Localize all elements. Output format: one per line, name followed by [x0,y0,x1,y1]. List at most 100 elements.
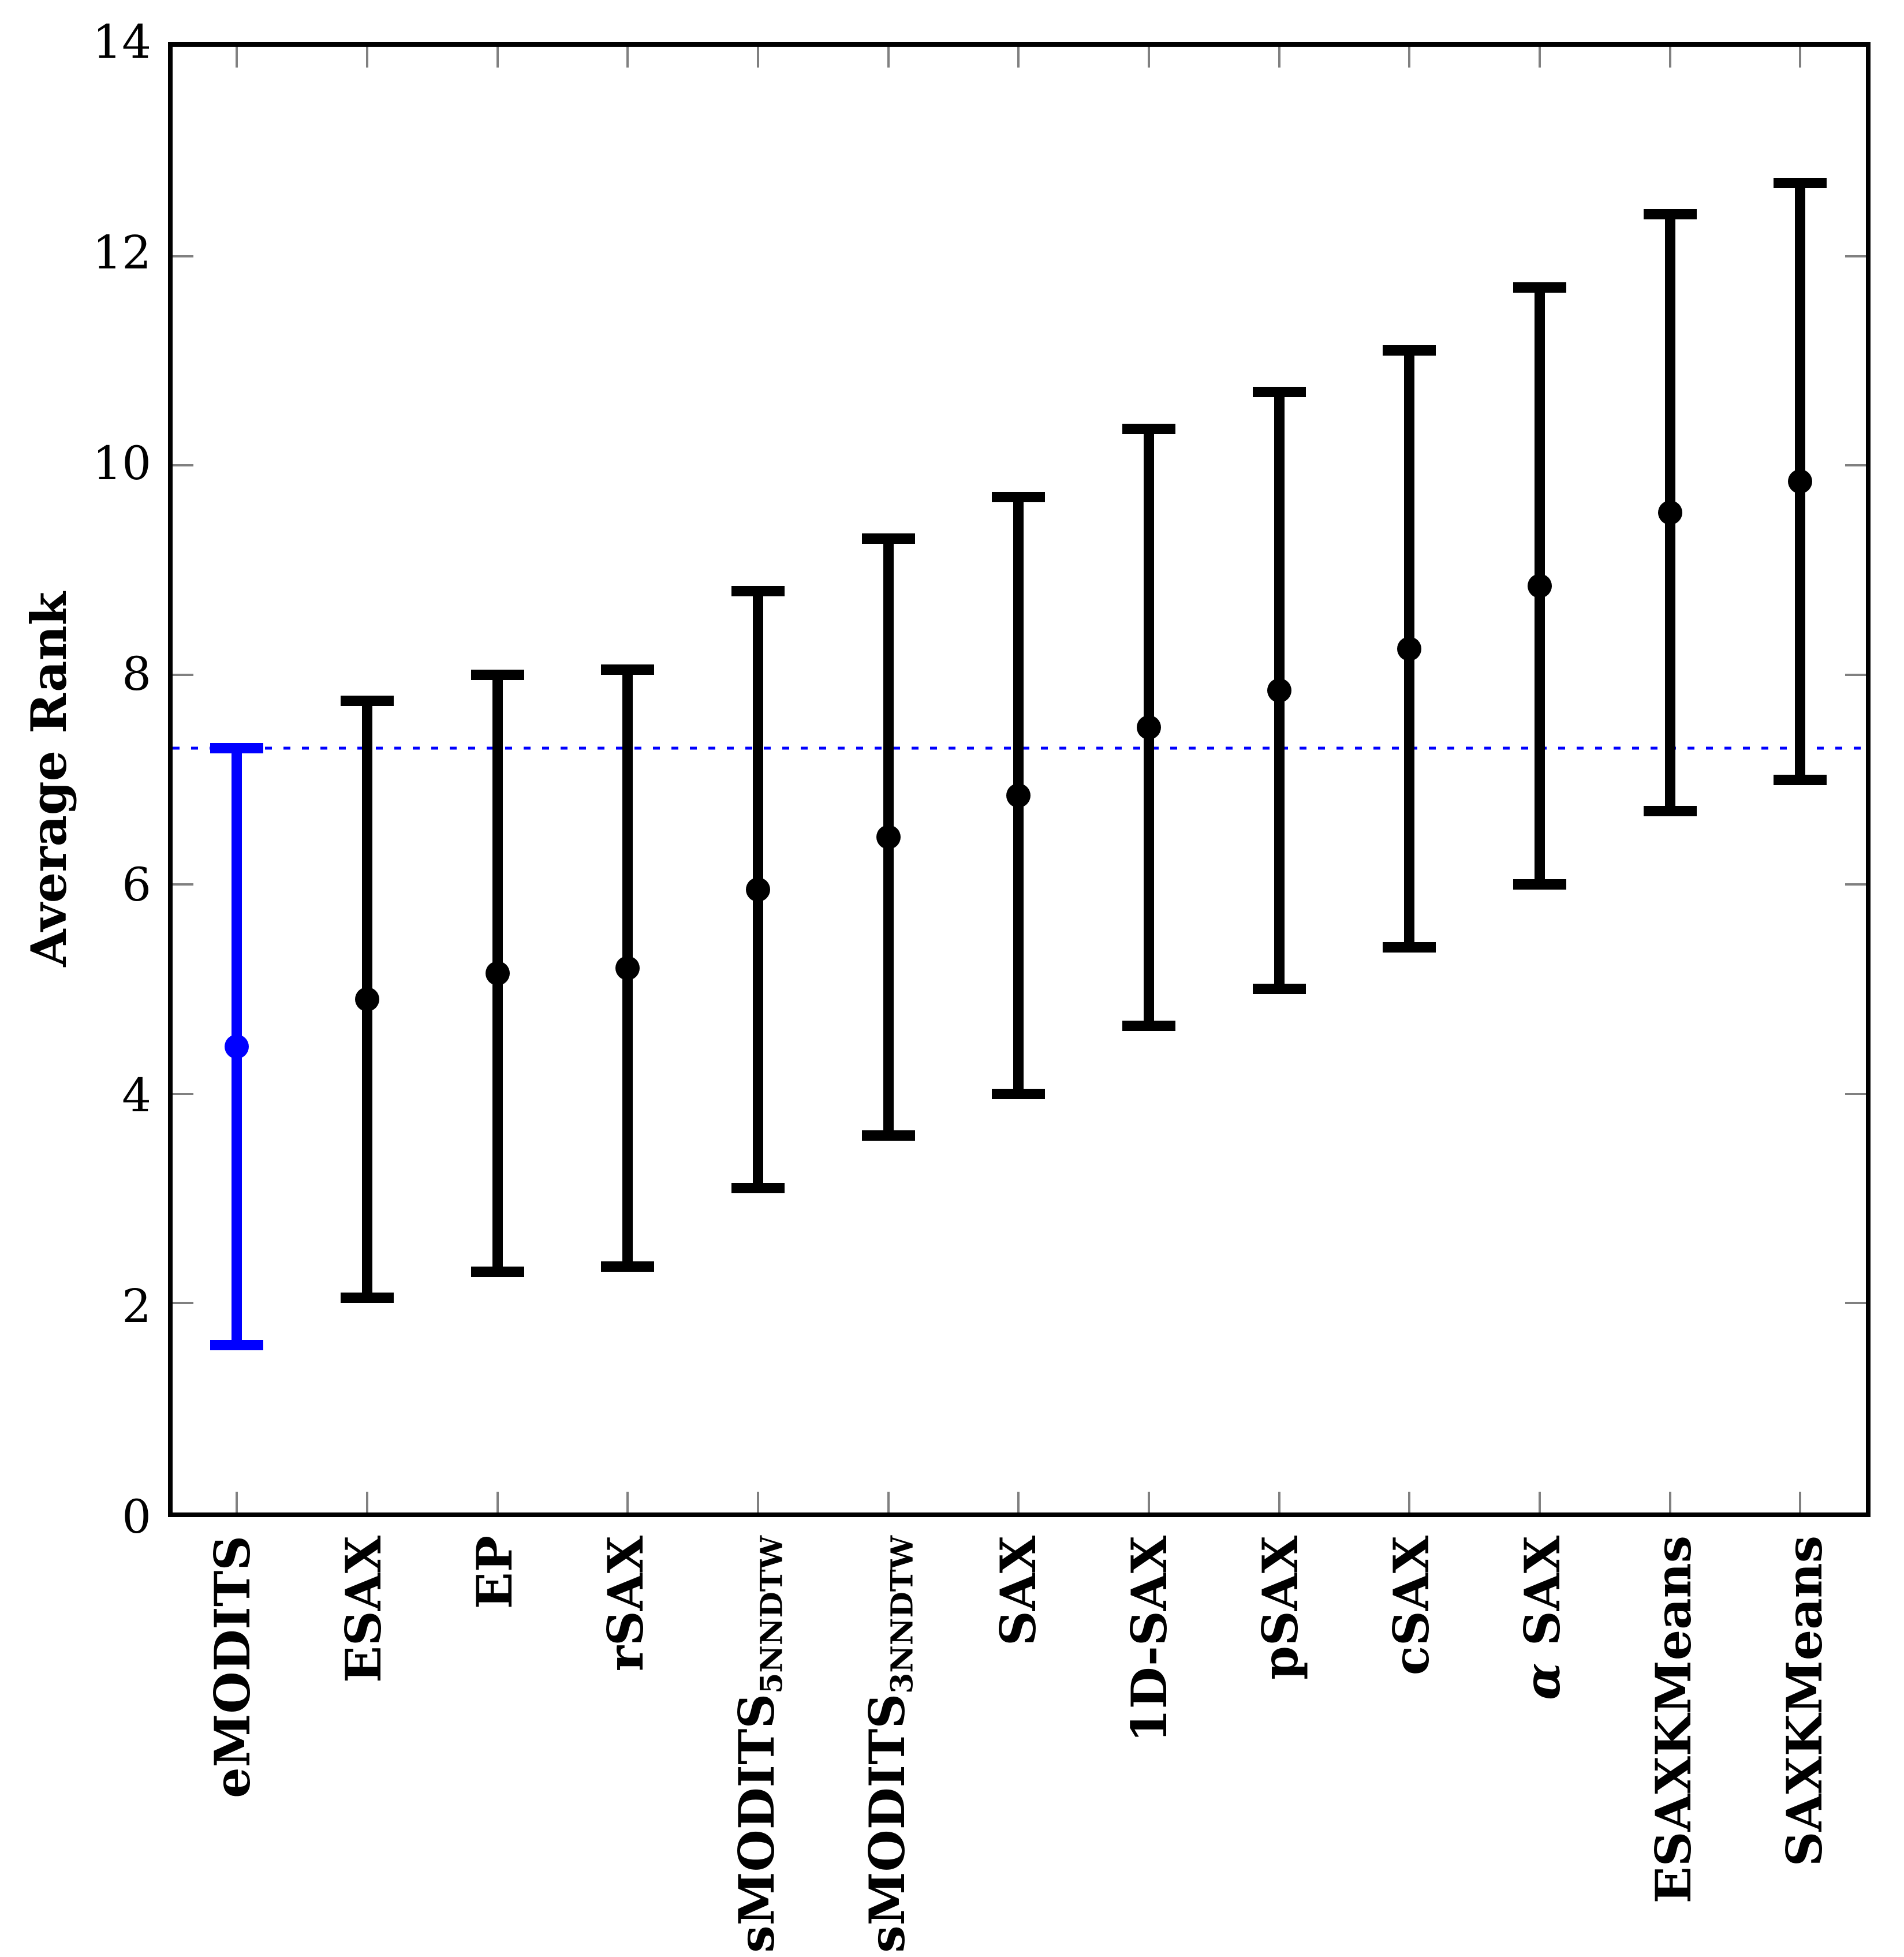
error-bar-cap-upper [1774,177,1827,188]
x-axis-tick [1668,1492,1671,1512]
mean-marker [1788,469,1813,494]
x-axis-tick [626,47,629,68]
y-tick-label: 2 [122,1279,151,1333]
error-bar-cap-upper [1252,387,1306,398]
error-bar-cap-upper [1643,209,1697,220]
x-axis-tick [1017,1492,1020,1512]
x-axis-tick [1668,47,1671,68]
y-axis-tick [173,255,193,257]
x-tick-label: ESAXKMeans [1644,1536,1702,1957]
x-axis-tick [1799,47,1802,68]
error-bar-cap-lower [1383,942,1436,953]
error-bar-cap-upper [861,533,915,544]
y-axis-title: Average Rank [20,592,77,967]
x-tick-label: cSAX [1383,1536,1440,1957]
y-axis-tick [1845,883,1866,886]
x-tick-label: EP [465,1536,523,1957]
x-tick-label-text: ESAXKMeans [1644,1536,1702,1904]
mean-marker [1137,715,1162,740]
y-tick-label: 0 [122,1490,151,1544]
mean-marker [225,1034,249,1059]
x-axis-tick [1539,1492,1541,1512]
y-axis-tick [1845,255,1866,257]
x-tick-label-text: SAXKMeans [1775,1536,1833,1867]
x-tick-label: ESAX [334,1536,392,1957]
y-axis-tick [173,464,193,467]
error-bar-cap-lower [1122,1020,1176,1031]
x-tick-label: SAXKMeans [1775,1536,1833,1957]
y-tick-label: 6 [122,858,151,912]
error-bar-cap-lower [1774,774,1827,785]
mean-marker [615,955,640,980]
x-tick-label: SAX [990,1536,1047,1957]
x-axis-tick [1017,47,1020,68]
y-tick-label: 12 [92,226,151,279]
x-tick-label: pSAX [1252,1536,1309,1957]
x-tick-label-text: 1D-SAX [1121,1536,1178,1743]
y-axis-tick [173,1302,193,1305]
error-bar-cap-lower [601,1261,655,1272]
error-bar-cap-upper [471,670,524,681]
error-bar-cap-lower [992,1088,1046,1099]
mean-marker [746,877,771,902]
mean-marker [1657,501,1682,525]
y-axis-tick [1845,464,1866,467]
y-tick-label: 10 [92,436,151,490]
mean-marker [1006,783,1031,808]
x-axis-tick [1408,1492,1411,1512]
error-bar-cap-upper [992,491,1046,502]
error-bar-cap-lower [1643,805,1697,816]
x-axis-tick [757,47,760,68]
x-tick-label-text: eMODITS [204,1536,262,1798]
x-axis-tick [496,47,499,68]
x-tick-label-subscript: 3NNDTW [885,1536,921,1694]
x-axis-tick [496,1492,499,1512]
error-bar-cap-upper [1383,345,1436,356]
error-bar-cap-lower [1513,879,1567,890]
x-axis-tick [1799,1492,1802,1512]
y-axis-tick [173,883,193,886]
x-axis-tick [1539,47,1541,68]
x-axis-tick [366,1492,369,1512]
x-tick-label-text: ESAX [334,1536,392,1683]
error-bar-cap-upper [731,586,785,597]
y-axis-tick [1845,1092,1866,1095]
x-axis-tick [1278,1492,1280,1512]
y-axis-tick [173,1092,193,1095]
x-axis-tick [1148,47,1151,68]
mean-marker [1397,636,1422,661]
y-tick-label: 14 [92,15,151,69]
x-tick-label-text: EP [465,1536,523,1609]
x-tick-label: sMODITS5NNDTW [727,1536,790,1957]
error-bar-cap-lower [1252,984,1306,995]
x-tick-label-text: rSAX [596,1536,654,1672]
x-tick-label-text: sMODITS [727,1693,785,1953]
x-tick-label: α SAX [1513,1536,1571,1957]
x-axis-tick [626,1492,629,1512]
mean-marker [876,825,901,850]
x-tick-label: 1D-SAX [1121,1536,1178,1957]
x-tick-label-text: SAX [1513,1536,1571,1663]
x-tick-label: rSAX [596,1536,654,1957]
x-axis-tick [236,47,238,68]
x-tick-label: sMODITS3NNDTW [858,1536,920,1957]
mean-marker [1267,678,1291,703]
y-axis-tick [1845,1302,1866,1305]
x-axis-tick [236,1492,238,1512]
error-bar-cap-upper [1513,282,1567,293]
x-axis-tick [1408,47,1411,68]
error-bar-cap-upper [341,696,394,707]
x-tick-label-subscript: 5NNDTW [754,1536,790,1694]
mean-marker [485,961,510,985]
mean-marker [1528,573,1552,598]
x-tick-label-text: pSAX [1252,1536,1309,1680]
error-bar-cap-upper [210,743,264,754]
y-axis-tick [1845,674,1866,677]
error-bar-cap-lower [731,1182,785,1193]
error-bar-cap-lower [341,1293,394,1304]
y-tick-label: 8 [122,647,151,701]
error-bar-cap-lower [471,1266,524,1277]
x-axis-tick [887,47,890,68]
x-tick-label-text: cSAX [1383,1536,1440,1676]
x-axis-tick [1148,1492,1151,1512]
